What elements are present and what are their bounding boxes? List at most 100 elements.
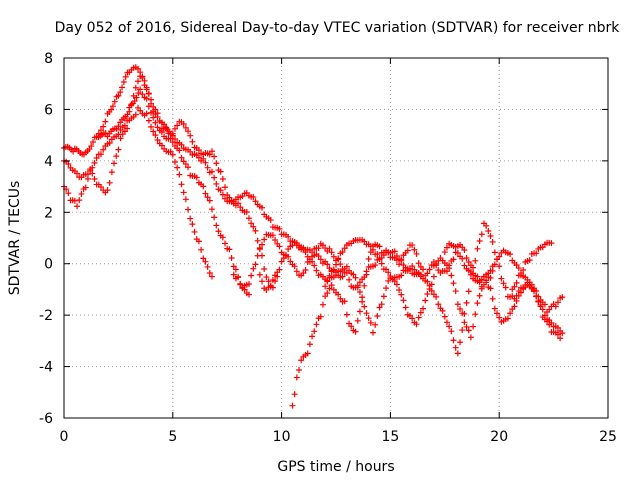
data-point	[398, 291, 405, 298]
data-point	[208, 168, 215, 175]
data-point	[200, 255, 207, 262]
data-point	[470, 323, 477, 330]
data-point	[78, 190, 85, 197]
data-point	[446, 323, 453, 330]
data-point	[415, 260, 422, 267]
data-point	[513, 261, 520, 268]
data-point	[111, 160, 118, 167]
data-point	[141, 82, 148, 89]
data-point	[174, 122, 181, 129]
data-point	[289, 242, 296, 249]
data-point	[293, 268, 300, 275]
data-point	[163, 124, 170, 131]
data-point	[235, 274, 242, 281]
data-point	[326, 245, 333, 252]
data-point	[496, 314, 503, 321]
data-point	[158, 142, 165, 149]
data-point	[193, 174, 200, 181]
data-point	[328, 249, 335, 256]
data-point	[132, 84, 139, 91]
data-point	[145, 117, 152, 124]
data-point	[461, 319, 468, 326]
data-point	[496, 253, 503, 260]
data-point	[252, 227, 259, 234]
data-point	[478, 231, 485, 238]
data-point	[333, 272, 339, 279]
data-point	[539, 306, 546, 313]
data-point	[372, 321, 379, 328]
data-point	[463, 299, 470, 306]
data-point	[200, 183, 207, 190]
data-point	[385, 269, 392, 276]
data-point	[100, 123, 107, 130]
data-point	[304, 350, 311, 357]
data-point	[235, 200, 242, 207]
data-point	[480, 281, 487, 288]
data-point	[433, 262, 440, 269]
data-point	[84, 171, 91, 178]
data-point	[115, 146, 122, 153]
data-point	[387, 273, 394, 280]
data-point	[106, 179, 113, 186]
data-point	[202, 190, 209, 197]
data-point	[330, 253, 337, 260]
data-point	[474, 245, 481, 252]
data-point	[459, 255, 466, 262]
data-point	[272, 272, 279, 279]
data-point	[435, 301, 442, 308]
data-point	[252, 261, 259, 268]
data-point	[441, 313, 448, 320]
data-point	[208, 206, 215, 213]
data-point	[313, 321, 320, 328]
data-point	[341, 298, 348, 305]
data-point	[237, 280, 244, 287]
data-point	[178, 181, 185, 188]
data-point	[489, 295, 496, 302]
data-point	[189, 138, 196, 145]
data-point	[448, 328, 455, 335]
data-point	[306, 341, 313, 348]
data-point	[250, 193, 257, 200]
series-track-10	[509, 239, 555, 293]
data-point	[131, 98, 138, 105]
data-point	[87, 166, 94, 173]
data-point	[185, 128, 192, 135]
data-point	[559, 294, 566, 301]
data-point	[515, 265, 522, 272]
data-point	[330, 267, 337, 274]
data-point	[154, 124, 161, 131]
data-point	[548, 319, 555, 326]
data-point	[89, 170, 96, 177]
data-point	[150, 114, 157, 121]
data-point	[97, 151, 104, 158]
data-point	[256, 244, 263, 251]
data-point	[208, 273, 215, 280]
data-point	[374, 251, 381, 258]
data-point	[343, 263, 350, 270]
data-point	[122, 73, 129, 80]
data-point	[443, 319, 450, 326]
data-point	[487, 233, 494, 239]
data-point	[513, 279, 520, 286]
data-point	[356, 289, 363, 296]
data-point	[134, 78, 141, 85]
data-point	[309, 333, 316, 340]
data-point	[304, 253, 311, 260]
data-point	[559, 330, 566, 337]
data-point	[65, 161, 72, 168]
data-point	[91, 176, 98, 183]
data-point	[245, 215, 252, 222]
data-point	[145, 90, 152, 97]
axis-ticks: 0 5 10 15 20 25 -6 -4 -2 0 2 4 6 8	[39, 51, 617, 445]
data-point	[232, 266, 239, 273]
data-point	[463, 255, 470, 262]
data-point	[511, 283, 518, 290]
data-point	[180, 189, 187, 196]
data-point	[496, 263, 503, 270]
data-point	[465, 259, 472, 266]
data-point	[206, 197, 213, 204]
y-tick-label: -2	[39, 308, 53, 324]
data-point	[526, 257, 533, 264]
data-point	[195, 238, 202, 245]
